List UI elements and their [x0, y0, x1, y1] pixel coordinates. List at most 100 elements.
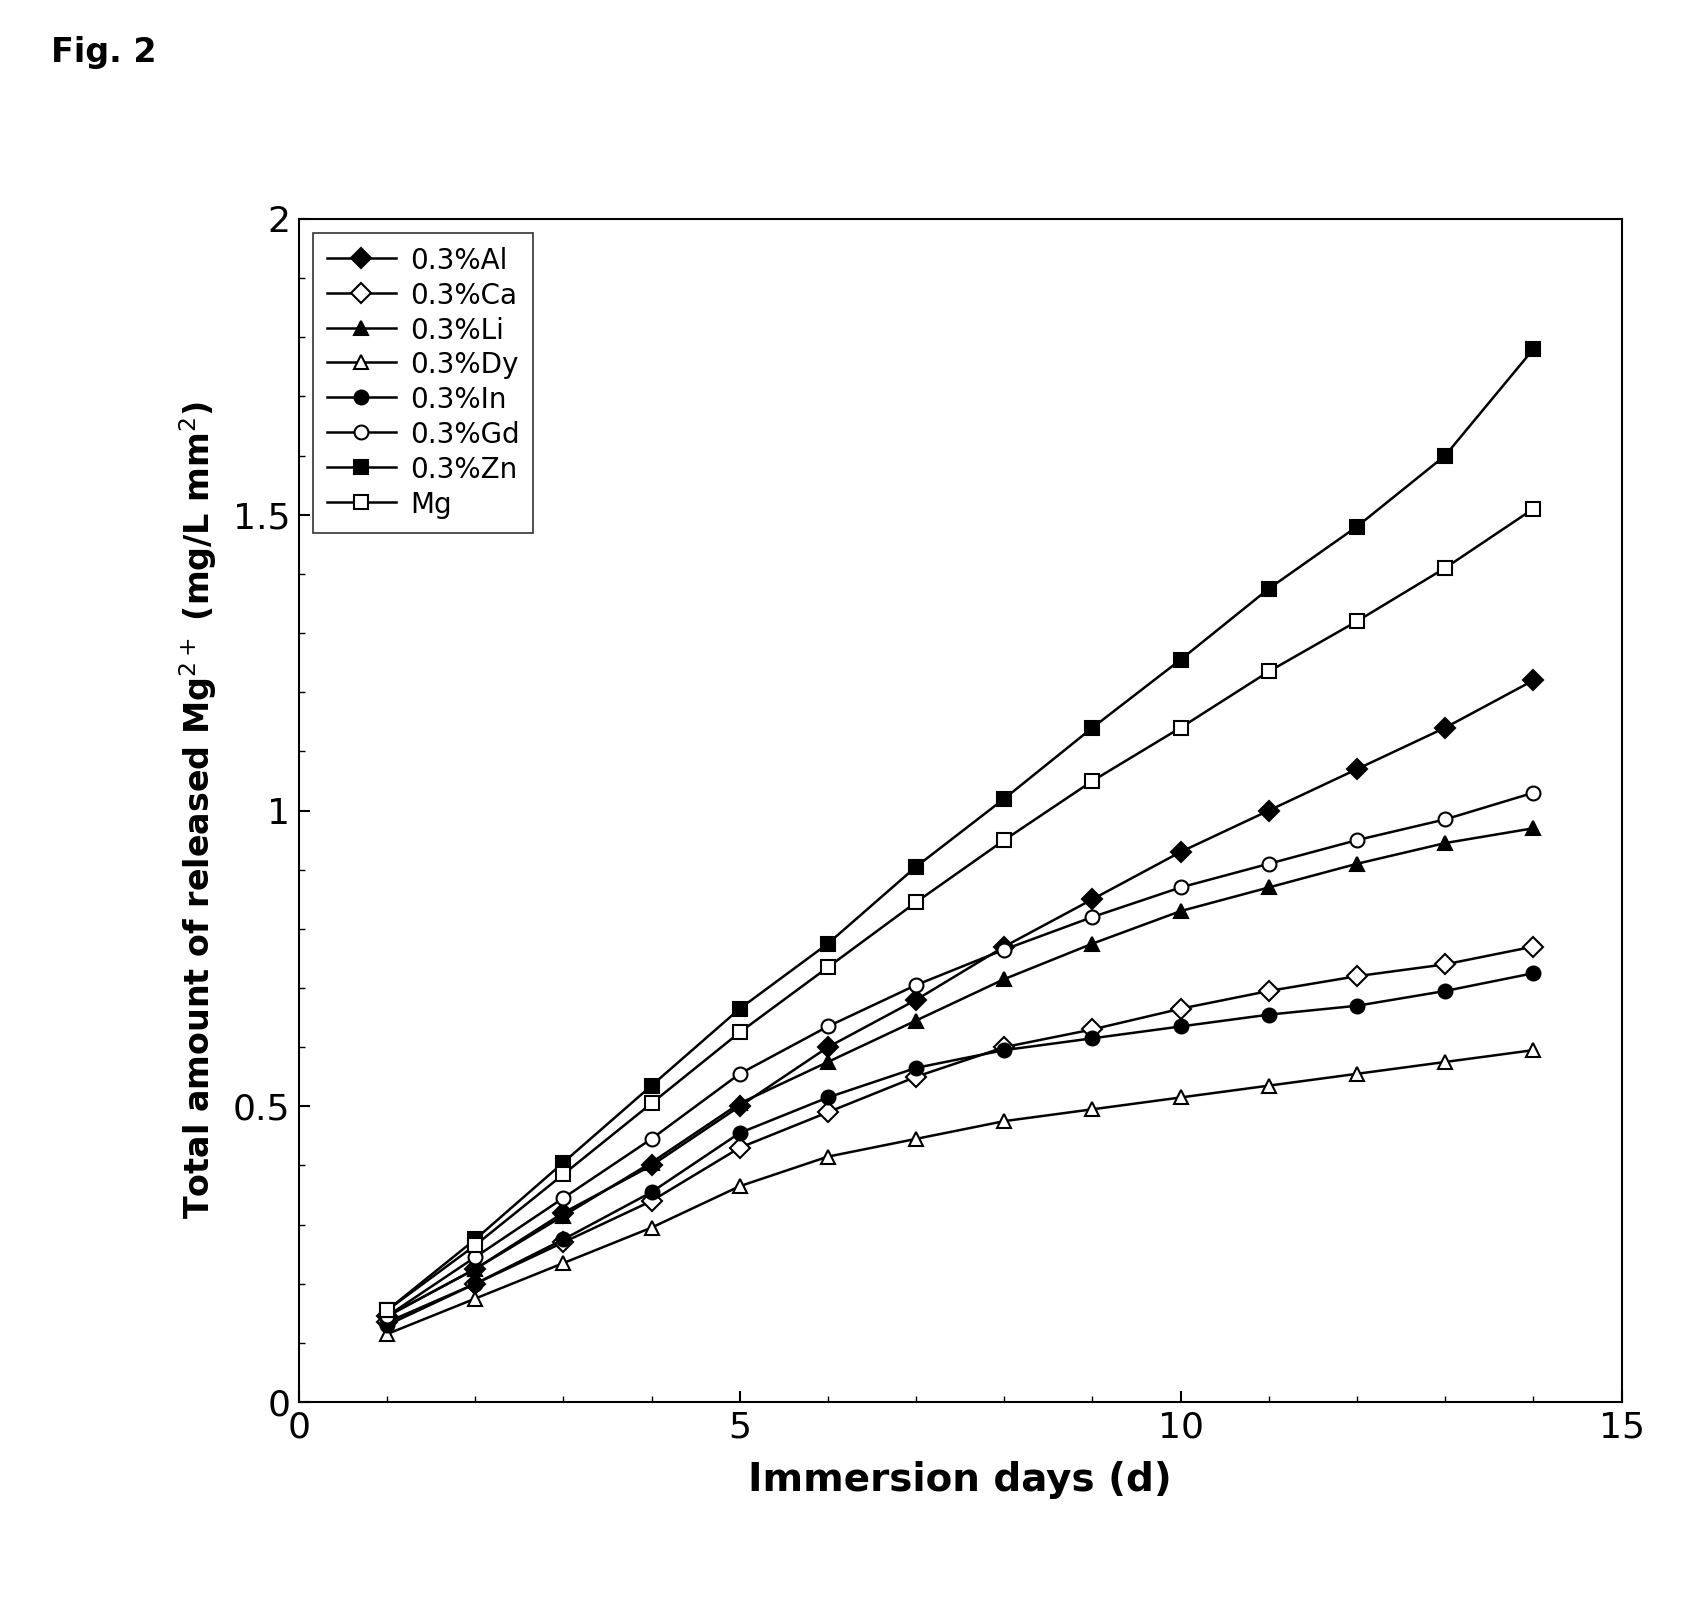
0.3%Zn [1258, 579, 1279, 598]
Mg [642, 1094, 662, 1114]
0.3%Dy [1171, 1088, 1191, 1107]
0.3%In [1523, 963, 1543, 982]
0.3%Zn [1436, 446, 1456, 465]
0.3%Ca [377, 1313, 398, 1332]
0.3%Al [1171, 843, 1191, 862]
0.3%Zn [1523, 339, 1543, 358]
Mg [553, 1164, 574, 1183]
0.3%In [729, 1123, 749, 1143]
0.3%Li [906, 1012, 927, 1031]
0.3%Al [642, 1156, 662, 1175]
0.3%Ca [729, 1138, 749, 1157]
0.3%Al [1347, 759, 1367, 778]
0.3%Dy [553, 1253, 574, 1272]
0.3%Gd [1082, 908, 1103, 927]
0.3%Dy [1258, 1076, 1279, 1096]
0.3%Li [1347, 854, 1367, 874]
Line: 0.3%Dy: 0.3%Dy [381, 1044, 1540, 1341]
0.3%Dy [464, 1289, 485, 1308]
0.3%Li [1171, 901, 1191, 921]
0.3%Gd [1258, 854, 1279, 874]
0.3%Ca [1082, 1020, 1103, 1039]
Text: Fig. 2: Fig. 2 [51, 36, 157, 68]
0.3%In [1436, 981, 1456, 1000]
0.3%Ca [906, 1067, 927, 1086]
Mg [993, 830, 1014, 849]
0.3%Li [642, 1153, 662, 1172]
Line: 0.3%Gd: 0.3%Gd [381, 786, 1540, 1323]
Mg [1171, 718, 1191, 738]
0.3%Al [377, 1307, 398, 1326]
0.3%Al [1082, 890, 1103, 909]
X-axis label: Immersion days (d): Immersion days (d) [748, 1461, 1173, 1499]
Y-axis label: Total amount of released Mg$^{2+}$ (mg/L mm$^{2}$): Total amount of released Mg$^{2+}$ (mg/L… [178, 402, 218, 1219]
0.3%Ca [1436, 955, 1456, 974]
0.3%Ca [464, 1274, 485, 1294]
0.3%Zn [553, 1153, 574, 1172]
0.3%Al [553, 1203, 574, 1222]
0.3%Zn [1347, 517, 1367, 537]
0.3%Zn [818, 934, 838, 953]
0.3%Al [818, 1037, 838, 1057]
Mg [729, 1023, 749, 1042]
Mg [906, 893, 927, 913]
Mg [1523, 499, 1543, 519]
0.3%Li [1436, 833, 1456, 853]
0.3%In [464, 1274, 485, 1294]
0.3%In [1082, 1029, 1103, 1049]
0.3%Gd [377, 1307, 398, 1326]
Mg [1082, 772, 1103, 791]
Mg [1347, 611, 1367, 631]
0.3%Zn [464, 1230, 485, 1250]
0.3%In [553, 1230, 574, 1250]
0.3%In [1347, 995, 1367, 1015]
0.3%In [1258, 1005, 1279, 1024]
0.3%Al [729, 1096, 749, 1115]
0.3%Zn [1171, 650, 1191, 669]
0.3%Dy [818, 1148, 838, 1167]
Line: 0.3%Zn: 0.3%Zn [381, 342, 1540, 1318]
0.3%Dy [1523, 1041, 1543, 1060]
0.3%Gd [729, 1063, 749, 1083]
0.3%Gd [1436, 809, 1456, 828]
0.3%Li [377, 1307, 398, 1326]
Mg [1436, 558, 1456, 577]
0.3%Zn [906, 858, 927, 877]
Mg [1258, 661, 1279, 681]
0.3%Ca [1523, 937, 1543, 956]
0.3%Dy [377, 1324, 398, 1344]
0.3%Dy [906, 1130, 927, 1149]
0.3%Al [464, 1260, 485, 1279]
0.3%Ca [1347, 966, 1367, 986]
0.3%Ca [1171, 999, 1191, 1018]
0.3%Ca [818, 1102, 838, 1122]
0.3%Zn [377, 1300, 398, 1319]
0.3%Li [1523, 819, 1543, 838]
0.3%In [377, 1316, 398, 1336]
0.3%In [906, 1059, 927, 1078]
Line: 0.3%Li: 0.3%Li [381, 822, 1540, 1323]
0.3%Ca [993, 1037, 1014, 1057]
0.3%Li [993, 969, 1014, 989]
0.3%Li [1082, 934, 1103, 953]
0.3%Li [464, 1260, 485, 1279]
Mg [377, 1300, 398, 1319]
0.3%In [1171, 1016, 1191, 1036]
0.3%Zn [993, 789, 1014, 809]
0.3%In [818, 1088, 838, 1107]
0.3%Gd [1347, 830, 1367, 849]
0.3%Dy [1436, 1052, 1456, 1071]
0.3%Li [1258, 877, 1279, 896]
0.3%Dy [729, 1177, 749, 1196]
0.3%Gd [906, 976, 927, 995]
0.3%Dy [642, 1217, 662, 1237]
Line: 0.3%Al: 0.3%Al [381, 673, 1540, 1323]
0.3%Ca [642, 1191, 662, 1211]
0.3%Gd [993, 940, 1014, 960]
0.3%Ca [1258, 981, 1279, 1000]
0.3%Al [906, 990, 927, 1010]
0.3%Dy [1082, 1099, 1103, 1118]
0.3%Gd [553, 1188, 574, 1208]
0.3%In [642, 1182, 662, 1201]
0.3%Dy [1347, 1063, 1367, 1083]
